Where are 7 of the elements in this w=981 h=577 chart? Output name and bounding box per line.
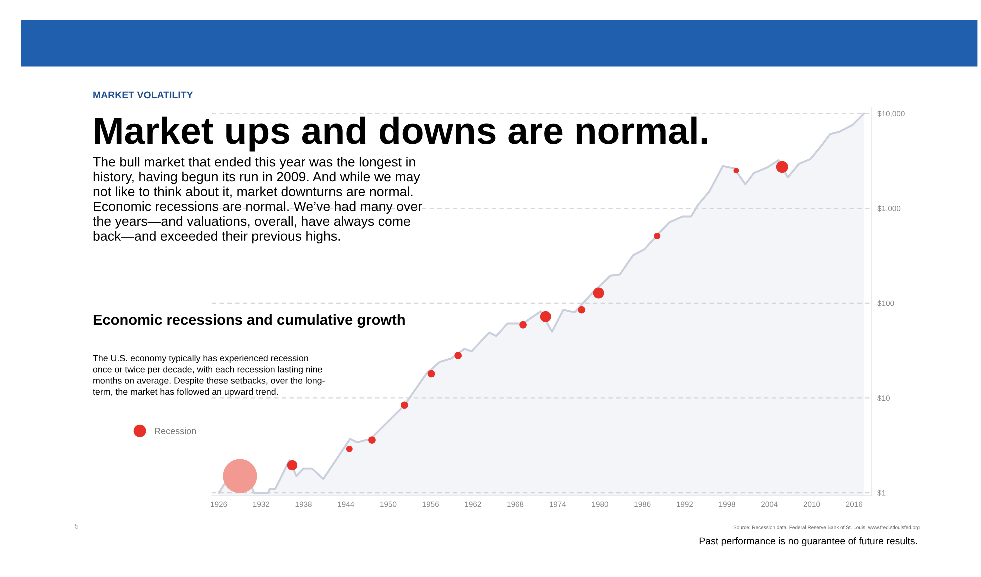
text: MARKET VOLATILITY xyxy=(94,92,194,99)
annotation: The U.S. economy typically has experienced recession once or twice per decade, with each recession lasting nine months on average. Despite these setbacks, over the long- term, the market has followed an upward trend. xyxy=(93,355,325,397)
legend-label: Recession xyxy=(155,428,196,434)
text: Economic recessions and cumulative growth xyxy=(94,314,405,328)
text: Past performance is no guarantee of future results. xyxy=(700,537,918,547)
chart-title: Market ups and downs are normal. xyxy=(96,116,708,152)
annotation: The bull market that ended this year was the longest in history, having begun its run in 2009. And while we may not like to think about it, market downturns are normal. Economic recessions are normal. We’ve had many over the years—and valuations, overall, have always come back—and exceeded their previous highs. xyxy=(93,157,422,244)
